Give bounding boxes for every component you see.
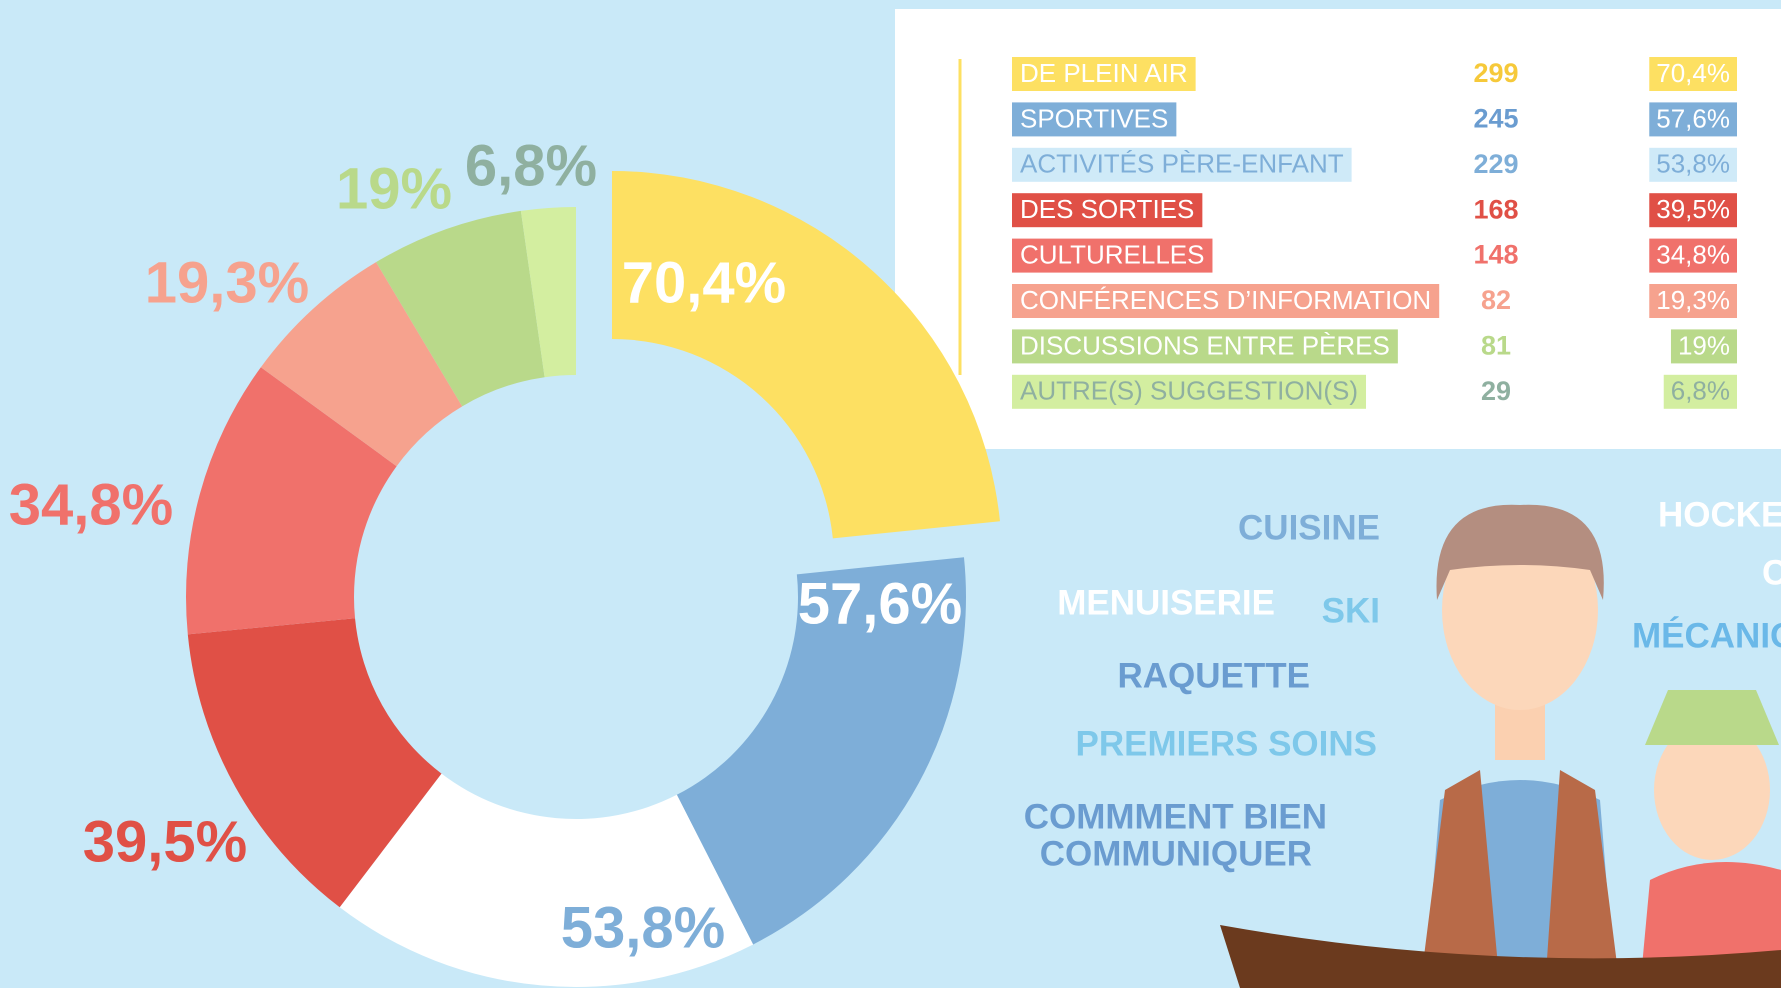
count: 81 <box>1481 331 1511 361</box>
percent-box <box>1663 374 1737 409</box>
donut-label: 53,8% <box>561 895 725 960</box>
category-box <box>1012 147 1352 182</box>
category-box <box>1012 238 1213 273</box>
category-label: DISCUSSIONS ENTRE PÈRES <box>1020 330 1390 360</box>
word: CUISINE <box>1238 508 1380 547</box>
donut-label: 39,5% <box>83 809 247 874</box>
count: 245 <box>1473 104 1518 134</box>
category-label: AUTRE(S) SUGGESTION(S) <box>1020 376 1358 406</box>
word: COMMUNIQUER <box>1040 834 1312 873</box>
percent-box <box>1670 329 1737 364</box>
word: PREMIERS SOINS <box>1076 724 1377 763</box>
count: 82 <box>1481 285 1511 315</box>
percent-label: 34,8% <box>1656 239 1730 269</box>
donut-segment <box>186 367 397 635</box>
percent-label: 57,6% <box>1656 103 1730 133</box>
percent-box <box>1649 102 1737 137</box>
donut-label: 57,6% <box>798 571 962 636</box>
category-label: DE PLEIN AIR <box>1020 58 1188 88</box>
category-label: DES SORTIES <box>1020 194 1194 224</box>
word: C <box>1762 553 1781 592</box>
category-box <box>1012 329 1398 364</box>
man-vest <box>1420 770 1620 988</box>
count: 299 <box>1473 58 1518 88</box>
word: MENUISERIE <box>1057 583 1275 622</box>
category-label: ACTIVITÉS PÈRE-ENFANT <box>1020 149 1344 179</box>
category-box <box>1012 374 1367 409</box>
percent-box <box>1649 57 1737 91</box>
category-box <box>1012 193 1203 228</box>
donut-segment <box>187 618 442 908</box>
donut-segment <box>612 171 1000 539</box>
donut-segment <box>520 207 576 378</box>
category-label: CULTURELLES <box>1020 239 1204 269</box>
percent-label: 70,4% <box>1656 58 1730 88</box>
word: COMMMENT BIEN <box>1024 797 1327 836</box>
count: 29 <box>1481 376 1511 406</box>
donut-segment <box>260 262 463 467</box>
word: RAQUETTE <box>1118 656 1311 695</box>
word: HOCKEY <box>1658 495 1781 534</box>
percent-label: 39,5% <box>1656 194 1730 224</box>
word: MÉCANIQ <box>1632 615 1781 655</box>
count: 148 <box>1473 240 1518 270</box>
man-hair <box>1436 504 1604 600</box>
percent-label: 19,3% <box>1656 285 1730 315</box>
percent-box <box>1649 238 1737 273</box>
donut-label: 6,8% <box>465 133 597 198</box>
category-label: CONFÉRENCES D’INFORMATION <box>1020 285 1431 315</box>
category-box <box>1012 284 1440 318</box>
illustration <box>1220 504 1781 988</box>
category-box <box>1012 102 1177 137</box>
percent-box <box>1649 193 1737 228</box>
donut-label: 19% <box>336 156 452 221</box>
boat <box>1220 925 1781 988</box>
donut-segment <box>376 210 545 407</box>
donut-label: 34,8% <box>9 472 173 537</box>
percent-label: 53,8% <box>1656 149 1730 179</box>
percent-box <box>1649 284 1737 318</box>
word: SKI <box>1322 591 1380 630</box>
donut-segment <box>339 773 754 988</box>
category-box <box>1012 57 1196 91</box>
donut-label: 19,3% <box>145 250 309 315</box>
count: 168 <box>1473 194 1518 224</box>
donut-label: 70,4% <box>622 250 786 315</box>
count: 229 <box>1473 149 1518 179</box>
percent-box <box>1649 147 1737 182</box>
percent-label: 6,8% <box>1671 376 1730 406</box>
donut-segment <box>676 557 966 945</box>
category-label: SPORTIVES <box>1020 103 1168 133</box>
percent-label: 19% <box>1678 330 1730 360</box>
boy-hat <box>1645 690 1779 745</box>
boy-face <box>1654 720 1770 860</box>
